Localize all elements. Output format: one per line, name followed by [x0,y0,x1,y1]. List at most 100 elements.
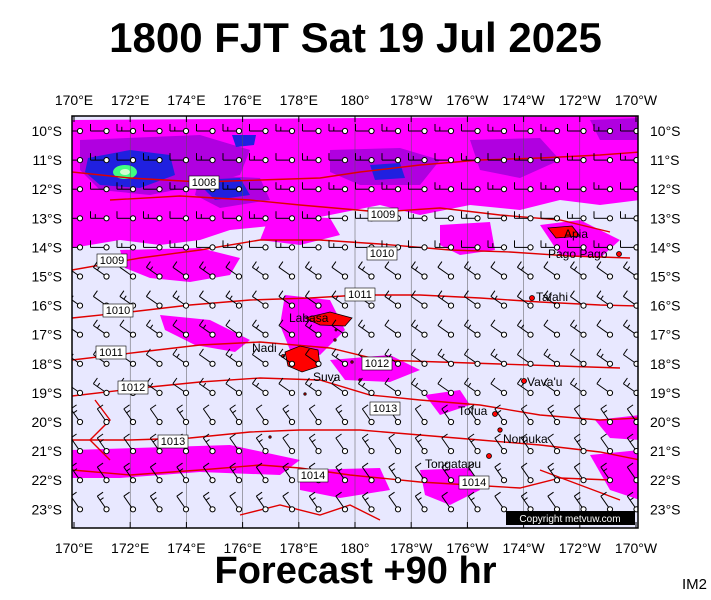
wind-barb [251,319,269,338]
wind-barb [514,153,534,164]
wind-barb [72,270,84,280]
place-label: Nadi [252,341,277,355]
wind-barb [176,491,190,513]
wind-barb [335,404,349,426]
wind-barb [520,433,534,455]
wind-barb [143,153,163,164]
copyright-text: Copyright metvuw.com [519,514,620,525]
wind-barb [520,404,534,426]
wind-barb [249,124,269,135]
wind-barb [198,319,216,338]
wind-barb [569,319,587,338]
wind-barb [282,491,296,513]
wind-barb [90,211,110,222]
wind-barb [461,153,481,164]
latitude-label: 11°S [650,152,679,168]
wind-barb [461,124,481,135]
wind-barb [434,240,455,251]
place-label: Labasa [289,311,329,325]
place-label: Nomuka [503,432,548,446]
wind-barb [145,290,163,309]
wind-barb [96,462,110,484]
wind-barb [172,319,190,338]
wind-barb [225,377,243,396]
wind-barb [116,240,137,251]
wind-barb [463,319,481,338]
wind-barb [434,182,455,193]
isobar-value: 1012 [365,358,389,370]
wind-barb [626,491,638,513]
wind-barb [335,462,349,484]
wind-barb [490,348,508,367]
wind-barb [328,211,349,222]
longitude-label: 178°W [390,540,433,556]
vavau-island [521,378,527,384]
wind-barb [72,127,84,135]
place-labels: Apia Pago Pago Tafahi Labasa Nadi Suva Vava'u T… [252,227,608,471]
isobar-value: 1013 [161,436,185,448]
longitude-label: 172°W [559,540,602,556]
isobar-value: 1014 [462,477,486,489]
wind-barb [123,433,137,455]
wind-barb [437,377,455,396]
latitude-label: 11°S [33,152,62,168]
wind-barb [596,261,614,280]
latitude-label: 19°S [31,385,62,401]
wind-barb [540,211,561,222]
wind-barb [384,377,402,396]
wind-barb [198,290,216,309]
wind-barb [196,211,216,222]
wind-barb [434,153,455,164]
copyright-box [506,511,635,525]
latitude-label: 10°S [650,123,681,139]
wind-barb [229,462,243,484]
tofua-island [492,411,498,417]
isobar-label: 1014 [297,468,329,483]
wind-barb [620,124,638,135]
wind-barb [202,433,216,455]
wind-barb [381,182,402,193]
wind-barb [569,348,587,367]
latitude-label: 23°S [31,501,62,517]
wind-barb [408,182,428,193]
isobar-label: 1012 [117,380,149,395]
wind-barb [408,240,428,251]
wind-barb [143,211,163,222]
wind-barb [275,153,296,164]
isobar-value: 1012 [121,382,145,394]
wind-barb [567,211,587,222]
wind-barb [278,377,296,396]
isobar-label: 1010 [102,303,134,318]
wind-barb [516,348,534,367]
wind-barb [229,491,243,513]
wind-barb [251,261,269,280]
wind-barb [308,404,322,426]
wind-barb [596,348,614,367]
wind-barb [176,462,190,484]
wind-barb [169,211,190,222]
isobar-label: 1009 [96,253,128,268]
longitude-label: 180° [341,540,370,556]
wind-barb [302,182,322,193]
wind-barb [593,124,614,135]
wind-barb [176,404,190,426]
wind-barb [72,386,84,396]
wind-barb [251,377,269,396]
isobar-value: 1011 [348,289,372,301]
isobar-labels: 1008 1009 1009 1010 1010 1011 1011 1012 1012 1013… [95,175,490,490]
place-label: Pago Pago [548,247,608,261]
wind-barb [514,182,534,193]
latitude-label: 21°S [650,443,681,459]
wind-barb [437,319,455,338]
wind-barb [543,261,561,280]
wind-barb [388,491,402,513]
wind-barb [72,186,84,193]
longitude-label: 170°W [615,92,658,108]
wind-barb [567,182,587,193]
wind-barb [331,319,349,338]
wind-barb [441,433,455,455]
wind-barb [437,290,455,309]
isobar-label: 1008 [188,175,220,190]
wind-barb [600,404,614,426]
forecast-label: Forecast +90 hr [214,550,497,592]
